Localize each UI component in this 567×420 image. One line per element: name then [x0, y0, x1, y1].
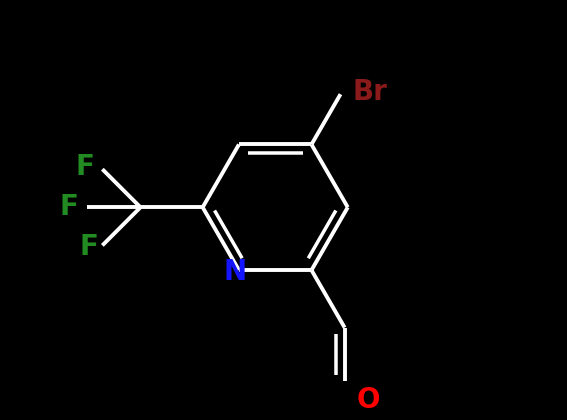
Text: Br: Br — [353, 78, 388, 106]
Text: N: N — [223, 258, 246, 286]
Text: F: F — [75, 153, 94, 181]
Text: O: O — [357, 386, 380, 414]
Text: F: F — [79, 234, 98, 262]
Text: F: F — [60, 193, 78, 221]
